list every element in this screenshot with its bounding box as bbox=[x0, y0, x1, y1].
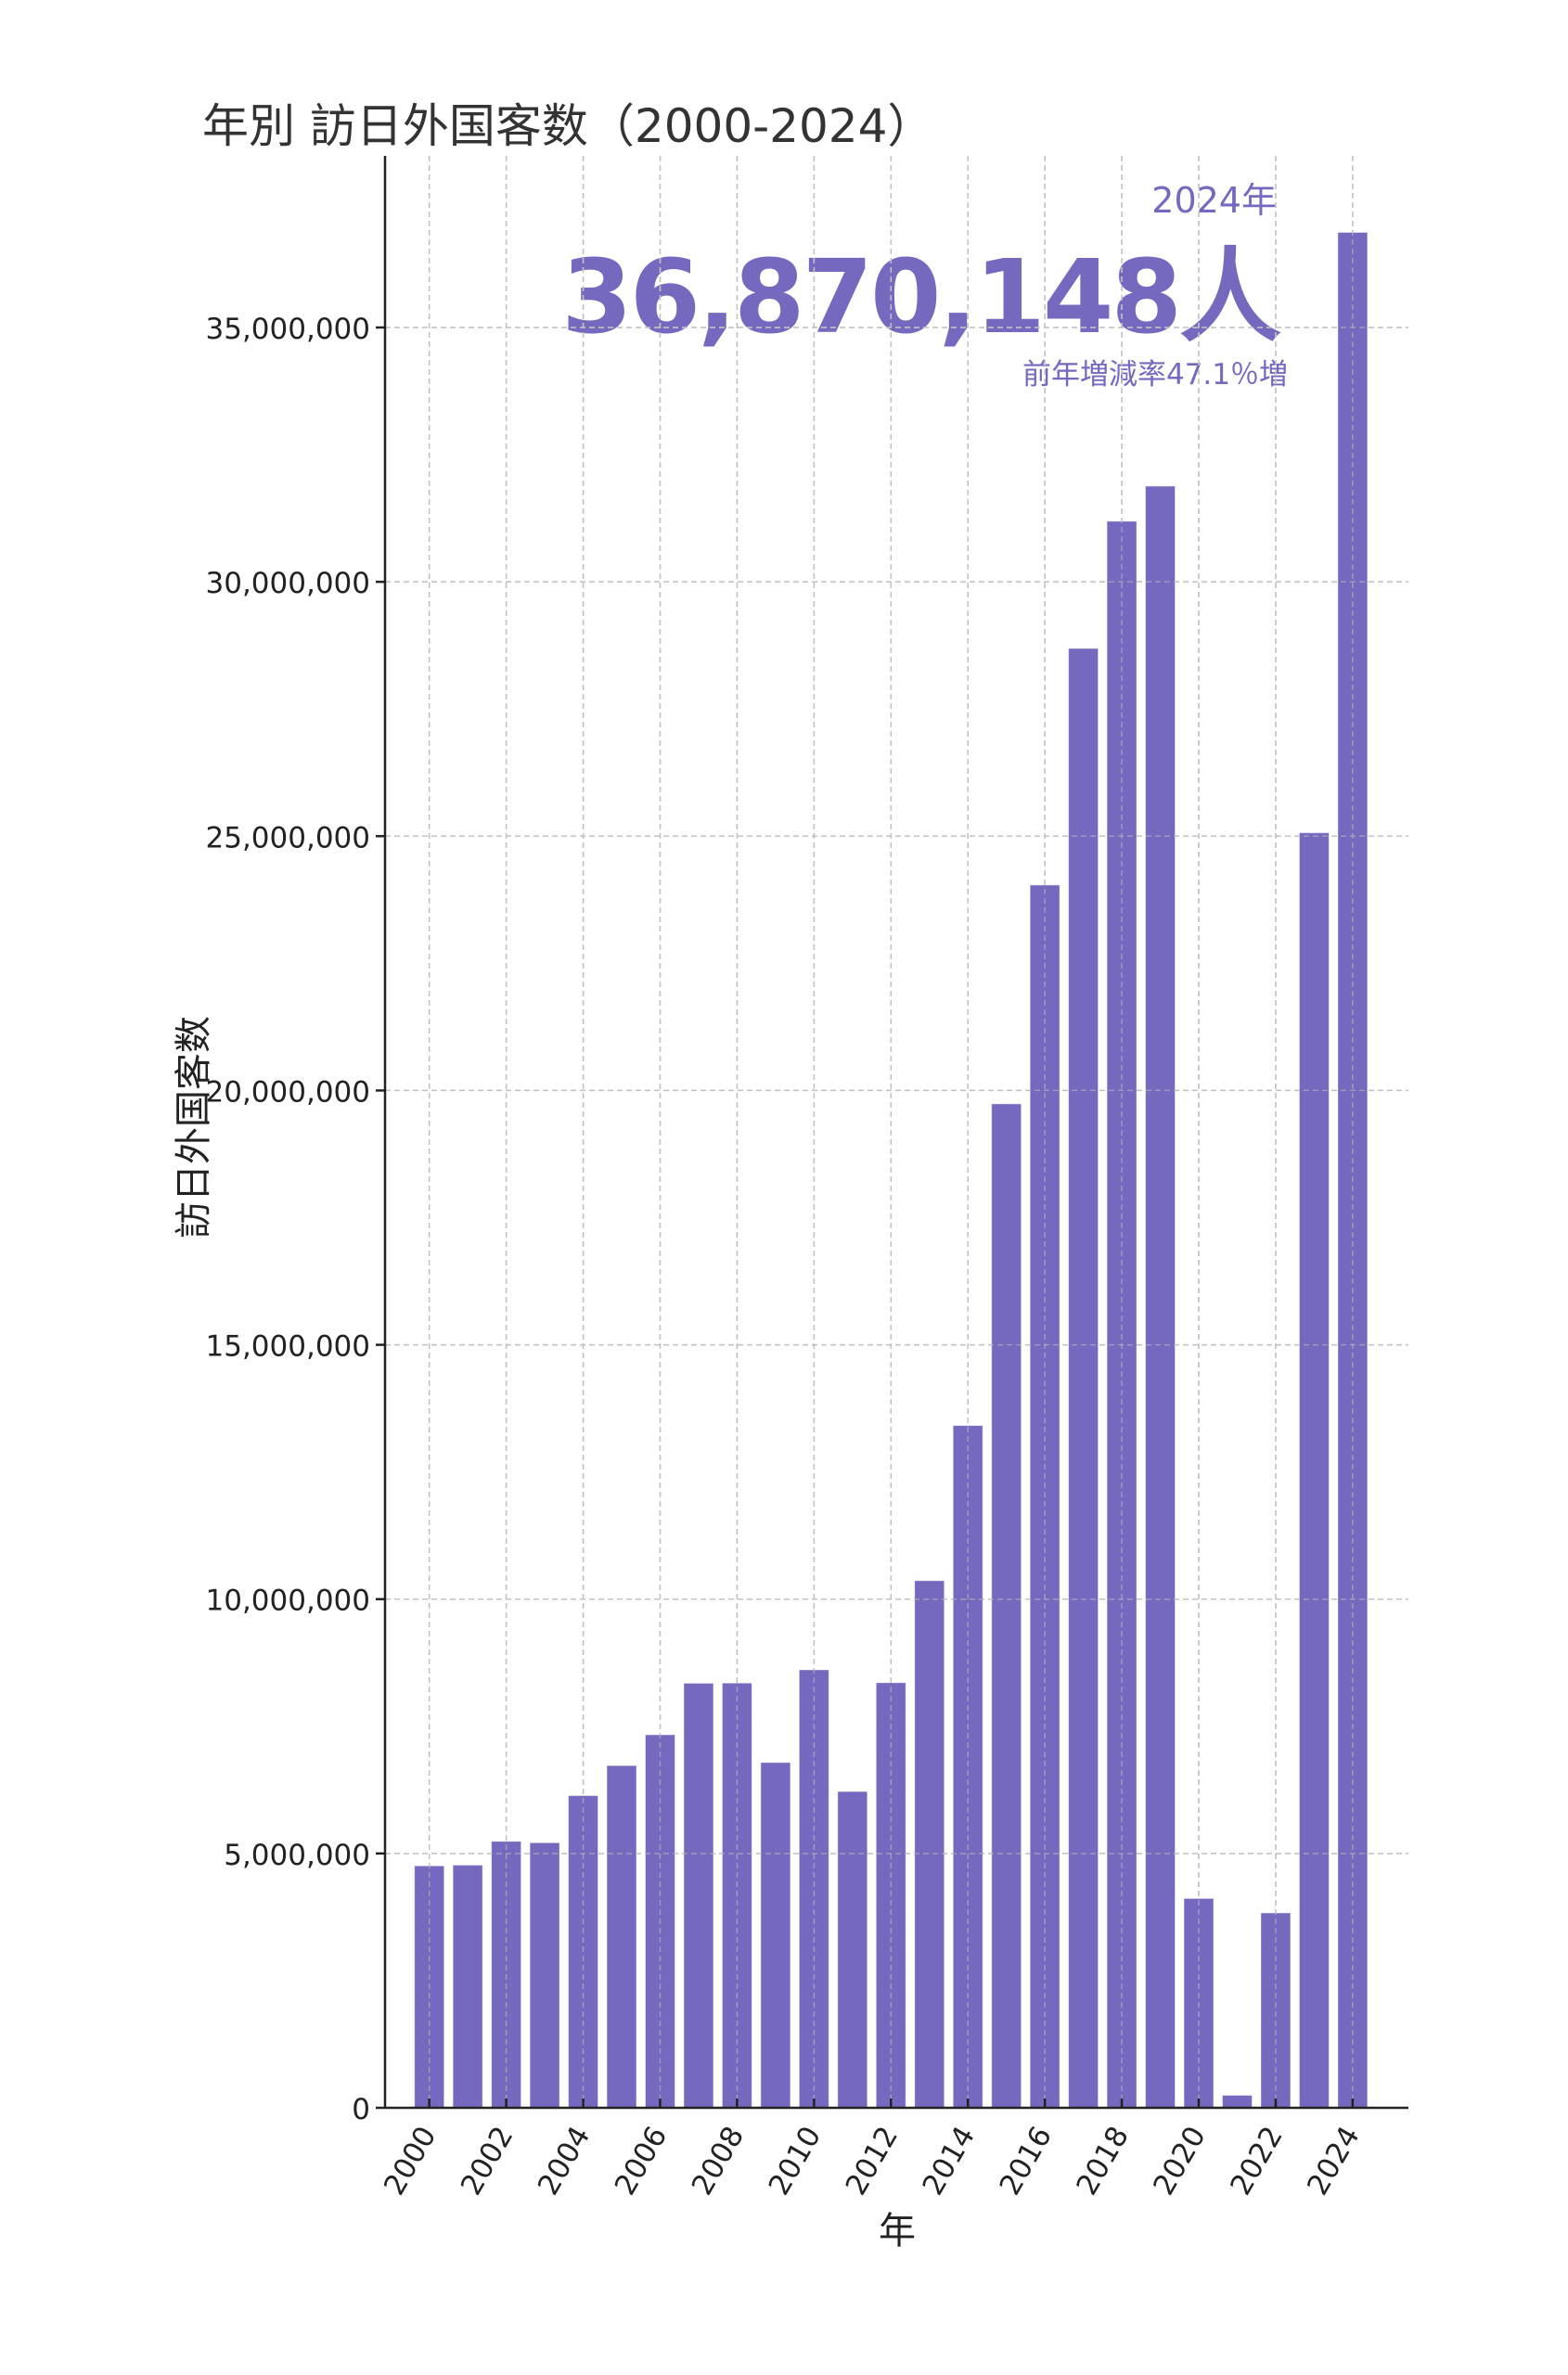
bar-2001 bbox=[452, 1864, 483, 2109]
y-tick-label: 20,000,000 bbox=[206, 1075, 371, 1109]
y-tick-label: 10,000,000 bbox=[206, 1585, 371, 1618]
bar-2017 bbox=[1068, 648, 1099, 2109]
bars bbox=[385, 156, 1408, 2109]
bar-2015 bbox=[991, 1103, 1022, 2109]
y-tick-label: 30,000,000 bbox=[206, 567, 371, 600]
x-tick-label: 2000 bbox=[378, 2121, 443, 2201]
x-tick-label: 2002 bbox=[455, 2121, 521, 2201]
x-tick-label: 2022 bbox=[1224, 2121, 1290, 2201]
x-tick-label: 2020 bbox=[1147, 2121, 1213, 2201]
x-tick-label: 2008 bbox=[686, 2121, 752, 2201]
annotation-change: 前年増減率47.1％増 bbox=[1022, 358, 1288, 392]
bar-2007 bbox=[683, 1682, 714, 2109]
y-tick-label: 25,000,000 bbox=[206, 821, 371, 854]
bar-2013 bbox=[914, 1580, 945, 2109]
bar-2009 bbox=[760, 1762, 791, 2109]
x-tick-label: 2006 bbox=[609, 2121, 675, 2201]
x-tick-label: 2004 bbox=[532, 2121, 598, 2201]
x-tick-label: 2016 bbox=[993, 2121, 1059, 2201]
x-tick-label: 2012 bbox=[840, 2121, 906, 2201]
bar-2021 bbox=[1221, 2095, 1253, 2109]
annotation-year: 2024年 bbox=[1151, 180, 1277, 221]
x-ticks: 2000 2002 2004 2006 2008 2010 2012 2014 2016 2018… bbox=[378, 2099, 1367, 2201]
y-tick-label: 0 bbox=[352, 2093, 370, 2126]
annotation-value: 36,870,148人 bbox=[561, 238, 1281, 356]
bar-2023 bbox=[1298, 832, 1330, 2109]
y-tick-label: 35,000,000 bbox=[206, 313, 371, 346]
y-tick-label: 15,000,000 bbox=[206, 1330, 371, 1364]
axes bbox=[383, 156, 1408, 2110]
x-tick-label: 2014 bbox=[917, 2121, 983, 2201]
bar-2005 bbox=[606, 1765, 637, 2109]
x-tick-label: 2024 bbox=[1301, 2121, 1367, 2201]
bar-2019 bbox=[1145, 485, 1176, 2109]
bar-2011 bbox=[837, 1791, 868, 2109]
chart-title: 年別 訪日外国客数（2000-2024） bbox=[202, 99, 934, 153]
x-tick-label: 2018 bbox=[1070, 2121, 1136, 2201]
x-tick-label: 2010 bbox=[763, 2121, 829, 2201]
bar-2018 bbox=[1106, 520, 1137, 2109]
bar-2003 bbox=[529, 1842, 560, 2109]
y-ticks: 0 5,000,000 10,000,000 15,000,000 20,000,000… bbox=[206, 313, 385, 2126]
x-axis-label: 年 bbox=[879, 2210, 916, 2253]
y-tick-label: 5,000,000 bbox=[224, 1839, 370, 1872]
